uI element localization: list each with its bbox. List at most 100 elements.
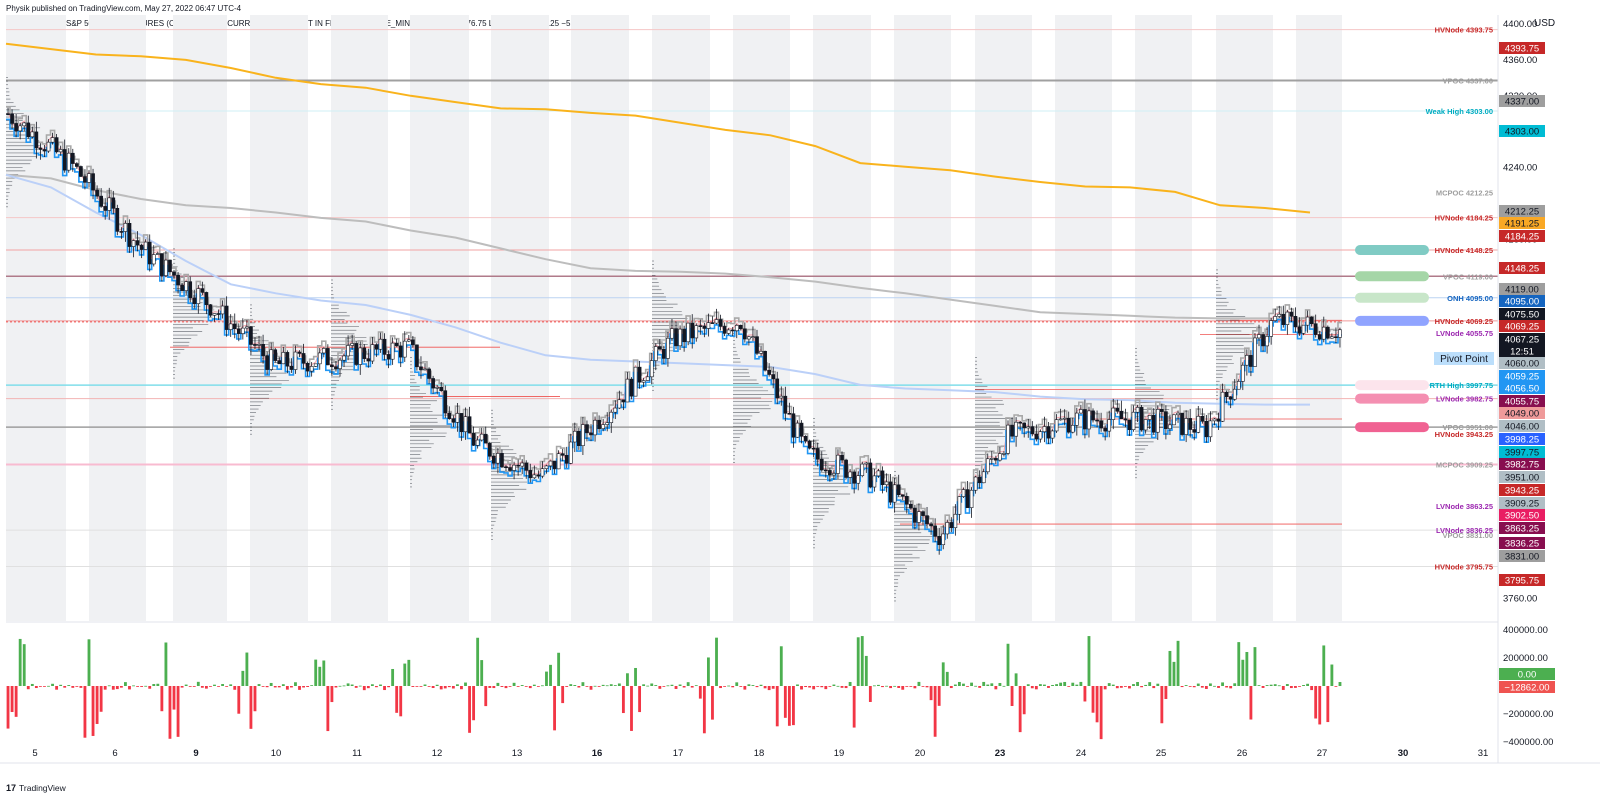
candle-body: [30, 131, 35, 138]
candle-body: [1297, 326, 1302, 334]
candle-168: [686, 322, 691, 346]
candle-body: [633, 366, 638, 397]
volume-bar-297: [1209, 683, 1212, 686]
candle-body: [819, 458, 824, 471]
price-badge-8: 4095.00: [1499, 295, 1545, 308]
price-badge-box: [1499, 345, 1545, 357]
volume-bar-307: [1249, 686, 1253, 720]
candle-151: [617, 390, 622, 410]
volume-bar-151: [617, 683, 621, 686]
volume-bar-54: [225, 686, 229, 687]
candle-232: [945, 519, 950, 539]
candle-body: [95, 189, 99, 197]
candle-208: [848, 469, 852, 484]
volume-bar-322: [1310, 686, 1314, 691]
price-badge-text: 4212.25: [1505, 207, 1539, 218]
candle-body: [973, 476, 978, 491]
candle-153: [625, 372, 630, 403]
volume-bar-78: [322, 660, 326, 686]
volume-bar-65: [269, 682, 273, 686]
candle-body: [734, 325, 739, 332]
candle-15: [66, 148, 71, 173]
candle-97: [398, 341, 403, 368]
volume-bar-118: [484, 686, 488, 707]
time-axis[interactable]: 5 6 9 10 11 12 13 16 17 18 19 20 23 24 25 26 27 30 31: [0, 748, 1600, 764]
candle-body: [1338, 329, 1342, 338]
candle-171: [698, 319, 703, 335]
candle-256: [1042, 416, 1047, 443]
price-badge-box: [1499, 550, 1545, 562]
time-label-5: 5: [32, 748, 37, 759]
volume-bar-157: [642, 684, 646, 686]
candle-body: [1042, 426, 1047, 433]
volume-bar-120: [492, 686, 496, 689]
candle-body: [641, 380, 646, 383]
candle-49: [204, 291, 209, 315]
candle-10: [46, 139, 51, 153]
volume-bar-313: [1273, 684, 1277, 686]
candle-121: [496, 447, 500, 474]
volume-bar-26: [111, 686, 115, 690]
candle-65: [269, 342, 274, 372]
candle-84: [346, 335, 350, 361]
volume-bar-141: [577, 686, 581, 688]
candle-body: [1026, 426, 1031, 429]
volume-bar-256: [1043, 684, 1046, 686]
volume-bar-88: [362, 686, 366, 691]
candle-body: [759, 350, 763, 354]
level-label-1: VPOC 4337.00: [1443, 77, 1493, 86]
volume-bar-197: [804, 686, 807, 688]
volume-bar-184: [751, 685, 755, 686]
price-badge-23: 3943.25: [1499, 484, 1545, 497]
candle-body: [232, 323, 237, 330]
candle-body: [358, 347, 363, 365]
candle-body: [1131, 411, 1136, 430]
time-label-17: 17: [673, 748, 684, 759]
price-tick-label: 4240.00: [1503, 163, 1537, 174]
volume-bar-280: [1140, 686, 1144, 688]
candle-283: [1151, 408, 1156, 435]
price-badge-29: 3795.75: [1499, 574, 1545, 587]
candle-56: [232, 313, 237, 339]
volume-bar-6: [30, 683, 34, 686]
level-label-17: VPOC 3831.00: [1443, 531, 1493, 540]
candle-280: [1139, 404, 1144, 432]
candle-body: [1216, 418, 1221, 422]
candle-body: [1184, 418, 1188, 435]
volume-bar-64: [265, 686, 269, 688]
volume-bar-261: [1063, 681, 1067, 686]
candle-249: [1014, 417, 1018, 447]
price-badge-text: 3902.50: [1505, 511, 1539, 522]
candle-324: [1317, 330, 1322, 341]
candle-body: [75, 163, 79, 167]
volume-bar-43: [180, 686, 184, 688]
volume-bar-251: [1022, 686, 1026, 715]
volume-bar-3: [18, 638, 22, 686]
candle-body: [1224, 391, 1229, 398]
volume-bar-92: [379, 684, 382, 686]
candle-175: [714, 308, 719, 325]
candle-315: [1281, 305, 1286, 328]
candle-body: [479, 433, 484, 441]
volume-bar-155: [634, 667, 637, 686]
tradingview-brand[interactable]: 17 TradingView: [6, 783, 66, 793]
candle-27: [115, 204, 120, 236]
candle-146: [597, 415, 601, 433]
candle-302: [1228, 396, 1233, 409]
currency-label[interactable]: USD: [1534, 18, 1556, 29]
candle-body: [1232, 388, 1237, 400]
candle-body: [455, 413, 460, 423]
candle-body: [645, 376, 650, 381]
candle-9: [42, 144, 47, 157]
candle-34: [143, 239, 148, 250]
volume-bar-176: [719, 686, 722, 689]
volume-bar-298: [1213, 685, 1216, 687]
candle-body: [1245, 355, 1249, 366]
candle-36: [151, 245, 156, 267]
candle-body: [1091, 410, 1095, 421]
candle-body: [1115, 407, 1120, 412]
candle-66: [273, 347, 278, 363]
pivot-point-text: Pivot Point: [1440, 354, 1488, 365]
candle-body: [969, 489, 974, 508]
